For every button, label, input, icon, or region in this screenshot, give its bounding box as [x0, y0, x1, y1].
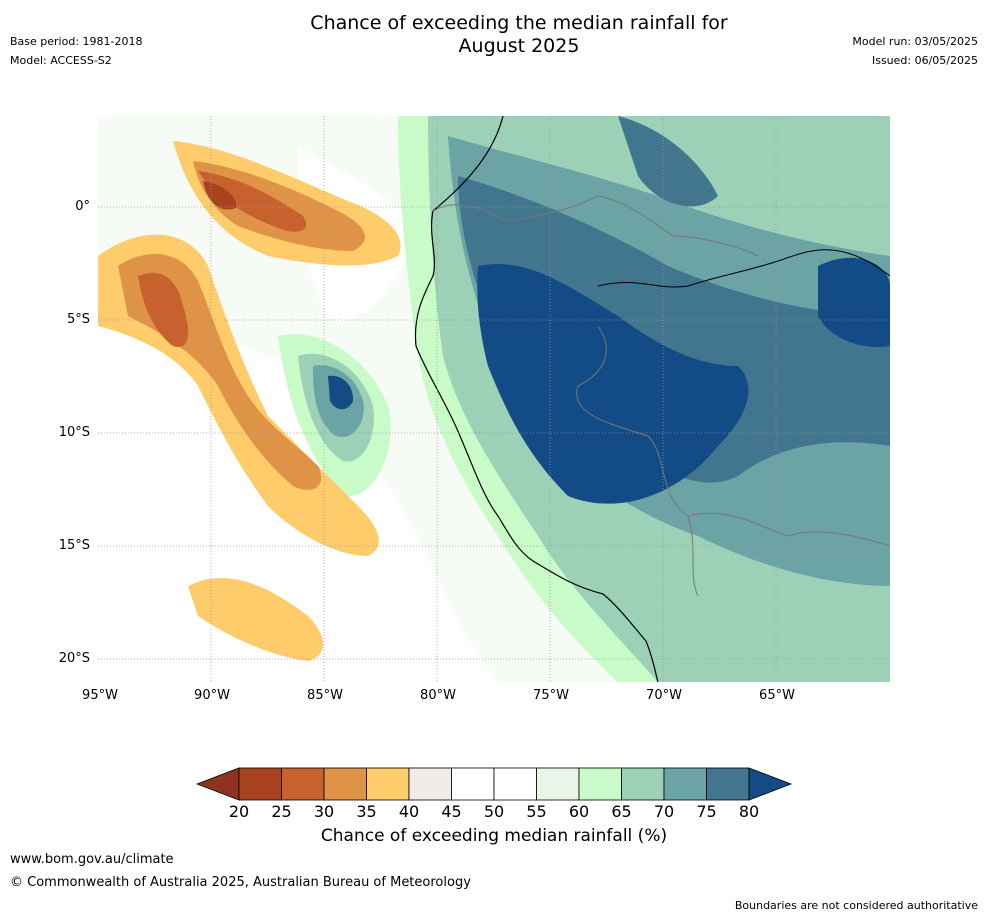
colorbar-segment [706, 767, 750, 801]
colorbar-under-arrow [195, 767, 240, 801]
colorbar-segment [281, 767, 325, 801]
colorbar-segment [451, 767, 495, 801]
map-canvas [98, 116, 890, 682]
zone-above-80-offshore [328, 375, 354, 410]
lon-label-65w: 65°W [759, 688, 795, 703]
issued-date: Issued: 06/05/2025 [871, 54, 978, 67]
zone-25-30-west [138, 272, 189, 347]
colorbar-segment [621, 767, 665, 801]
colorbar-tick-label: 75 [696, 802, 717, 821]
lat-label-10s: 10°S [58, 425, 90, 440]
border-ecuador-peru [432, 195, 759, 257]
lon-label-90w: 90°W [194, 688, 230, 703]
colorbar-tick-label: 45 [441, 802, 462, 821]
colorbar-tick-label: 65 [611, 802, 632, 821]
colorbar-tick-label: 70 [653, 802, 675, 821]
border-bolivia-brazil [687, 512, 890, 547]
colorbar-tick-label: 25 [271, 802, 292, 821]
map-title: Chance of exceeding the median rainfall … [244, 12, 794, 58]
zone-75-80-north [618, 116, 718, 207]
lon-label-75w: 75°W [533, 688, 569, 703]
model-name: Model: ACCESS-S2 [10, 54, 112, 67]
colorbar-segment [536, 767, 580, 801]
base-period: Base period: 1981-2018 [10, 35, 143, 48]
colorbar-svg [195, 767, 793, 801]
colorbar-segment [366, 767, 410, 801]
header-right: Model run: 03/05/2025 Issued: 06/05/2025 [852, 32, 978, 70]
lat-label-15s: 15°S [58, 538, 90, 553]
zone-25-30-north [198, 171, 307, 232]
colorbar-segment [238, 767, 282, 801]
lat-label-5s: 5°S [66, 312, 90, 327]
lon-label-85w: 85°W [307, 688, 343, 703]
colorbar-segment [578, 767, 622, 801]
colorbar-tick-label: 60 [568, 802, 590, 821]
amazon-river [597, 249, 890, 288]
title-line-2: August 2025 [458, 35, 580, 57]
title-line-1: Chance of exceeding the median rainfall … [310, 12, 728, 34]
lat-label-0: 0° [75, 199, 90, 214]
coastline [414, 116, 659, 682]
colorbar [195, 767, 794, 805]
copyright-text: © Commonwealth of Australia 2025, Austra… [10, 875, 471, 890]
lat-label-20s: 20°S [58, 651, 90, 666]
colorbar-segment [493, 767, 537, 801]
model-run: Model run: 03/05/2025 [852, 35, 978, 48]
colorbar-segment [408, 767, 452, 801]
colorbar-tick-label: 30 [313, 802, 335, 821]
colorbar-tick-label: 50 [483, 802, 505, 821]
colorbar-segment [323, 767, 367, 801]
zone-above-80 [477, 264, 749, 504]
rainfall-map [98, 116, 890, 682]
header-left: Base period: 1981-2018 Model: ACCESS-S2 [10, 32, 142, 70]
graticule [98, 116, 890, 682]
disclaimer-text: Boundaries are not considered authoritat… [734, 899, 978, 912]
border-peru-brazil-bolivia [576, 325, 699, 597]
lon-label-80w: 80°W [420, 688, 456, 703]
colorbar-segment [663, 767, 707, 801]
lon-label-95w: 95°W [82, 688, 118, 703]
bom-url: www.bom.gov.au/climate [10, 852, 174, 867]
colorbar-over-arrow [748, 767, 793, 801]
zone-above-80-east [818, 257, 890, 347]
colorbar-tick-label: 40 [398, 802, 420, 821]
colorbar-tick-label: 55 [526, 802, 547, 821]
colorbar-tick-label: 35 [356, 802, 377, 821]
colorbar-title: Chance of exceeding median rainfall (%) [320, 826, 668, 846]
zone-35-40-south [188, 577, 323, 661]
lon-label-70w: 70°W [646, 688, 682, 703]
colorbar-tick-label: 20 [228, 802, 250, 821]
colorbar-tick-label: 80 [738, 802, 760, 821]
